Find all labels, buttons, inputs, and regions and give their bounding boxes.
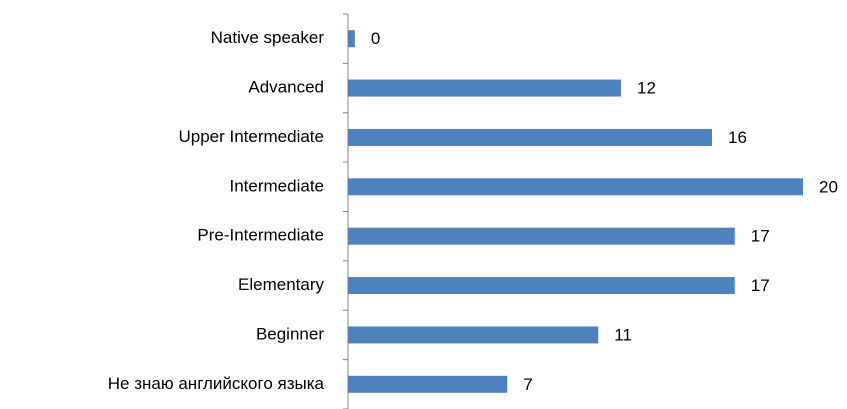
data-label: 20: [819, 177, 838, 196]
data-label: 12: [637, 79, 656, 98]
data-label: 7: [523, 375, 532, 394]
bar: [348, 79, 621, 97]
bar: [348, 277, 735, 295]
y-tick-label: Advanced: [248, 78, 324, 97]
data-label: 16: [728, 128, 747, 147]
y-tick-label: Не знаю английского языка: [108, 374, 325, 393]
bar: [348, 375, 508, 393]
y-tick-label: Beginner: [256, 324, 324, 343]
y-tick-label: Intermediate: [230, 176, 325, 195]
bar: [348, 178, 803, 196]
y-tick-label: Upper Intermediate: [178, 127, 324, 146]
data-label: 17: [751, 276, 770, 295]
data-label: 17: [751, 227, 770, 246]
bar: [348, 326, 599, 344]
data-label: 0: [371, 29, 380, 48]
y-tick-label: Elementary: [238, 275, 324, 294]
bar: [348, 128, 712, 146]
bar: [348, 227, 735, 245]
y-tick-label: Pre-Intermediate: [197, 226, 324, 245]
y-tick-label: Native speaker: [211, 28, 325, 47]
data-label: 11: [614, 325, 632, 344]
bar: [348, 30, 355, 48]
